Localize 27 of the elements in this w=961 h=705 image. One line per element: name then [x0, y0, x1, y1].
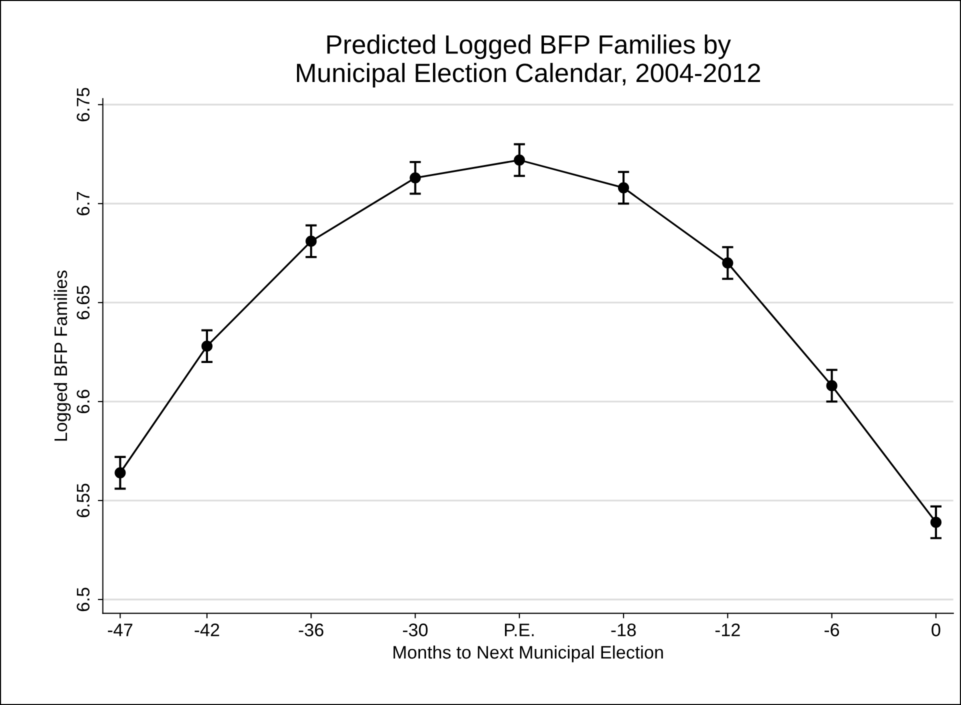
x-tick-label: -30: [403, 624, 428, 636]
x-tick-label: 0: [932, 624, 940, 636]
point: [514, 154, 525, 166]
x-tick-label: P.E.: [504, 624, 534, 636]
y-tick-label: 6.6: [76, 390, 90, 414]
y-tick-label: 6.55: [76, 484, 90, 518]
x-axis-title: Months to Next Municipal Election: [394, 645, 663, 662]
point: [114, 467, 126, 478]
chart-title: Predicted Logged BFP Families by Municipal Election Calendar, 2004-2012: [296, 34, 760, 88]
point: [306, 236, 317, 247]
y-tick-label: 6.75: [76, 88, 90, 122]
point: [826, 380, 838, 392]
x-tick-label: -42: [194, 624, 220, 636]
x-tick-label: -36: [298, 624, 324, 636]
point: [618, 182, 630, 194]
point: [201, 340, 213, 352]
x-tick-label: -12: [715, 624, 740, 636]
y-axis-title: Logged BFP Families: [54, 270, 71, 441]
point: [930, 516, 942, 528]
y-tick-label: 6.5: [76, 588, 90, 612]
x-tick-label: -47: [108, 624, 132, 636]
x-tick-label: -18: [611, 624, 636, 636]
point: [722, 257, 734, 269]
x-tick-label: -6: [824, 624, 840, 636]
y-tick-label: 6.7: [76, 192, 90, 216]
point: [410, 172, 421, 184]
y-tick-label: 6.65: [76, 286, 90, 320]
